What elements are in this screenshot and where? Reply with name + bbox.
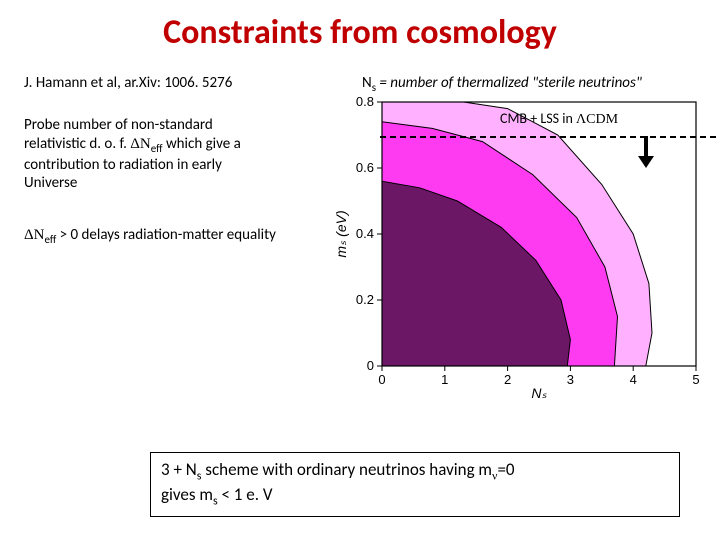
citation-text: J. Hamann et al, ar.Xiv: 1006. 5276 xyxy=(24,74,232,92)
eff-sub-2: eff xyxy=(44,233,56,246)
svg-text:4: 4 xyxy=(630,372,637,387)
bb-l2b: < 1 e. V xyxy=(218,484,273,505)
svg-text:0.6: 0.6 xyxy=(356,160,374,175)
probe-line3: contribution to radiation in early xyxy=(24,156,222,174)
svg-text:0: 0 xyxy=(378,372,385,387)
dashed-ref-line xyxy=(380,136,716,138)
svg-text:0.4: 0.4 xyxy=(356,226,374,241)
svg-text:1: 1 xyxy=(441,372,448,387)
delta-neff: ΔN xyxy=(130,136,150,152)
legend-lcdm: ΛCDM xyxy=(576,112,618,127)
probe-line1: Probe number of non-standard xyxy=(24,116,213,134)
svg-text:mₛ (eV): mₛ (eV) xyxy=(333,210,349,257)
ns-definition: Ns = number of thermalized "sterile neut… xyxy=(362,74,642,94)
ns-char: N xyxy=(362,74,372,92)
summary-box: 3 + Ns scheme with ordinary neutrinos ha… xyxy=(150,452,680,517)
chart-legend: CMB + LSS in ΛCDM xyxy=(500,110,618,128)
probe-line2a: relativistic d. o. f. xyxy=(24,135,130,153)
legend-prefix: CMB + LSS in xyxy=(500,110,576,127)
delay-rest: > 0 delays radiation-matter equality xyxy=(56,226,276,244)
svg-text:0: 0 xyxy=(367,358,374,373)
delta-neff-2: ΔN xyxy=(24,227,44,243)
eff-sub: eff xyxy=(151,142,163,155)
svg-text:0.8: 0.8 xyxy=(356,96,374,109)
ns-rest: = number of thermalized "sterile neutrin… xyxy=(376,74,642,92)
svg-text:Nₛ: Nₛ xyxy=(531,385,547,401)
probe-line4: Universe xyxy=(24,174,77,192)
svg-text:3: 3 xyxy=(567,372,574,387)
arrow-down-icon xyxy=(636,136,656,173)
probe-paragraph: Probe number of non-standard relativisti… xyxy=(24,116,324,193)
page-title: Constraints from cosmology xyxy=(0,0,720,65)
bb-l1c: =0 xyxy=(497,459,514,480)
svg-text:2: 2 xyxy=(504,372,511,387)
bb-l1b: scheme with ordinary neutrinos having m xyxy=(201,459,492,480)
svg-text:5: 5 xyxy=(692,372,699,387)
bb-l2a: gives m xyxy=(161,484,213,505)
delay-paragraph: ΔNeff > 0 delays radiation-matter equali… xyxy=(24,226,334,247)
svg-text:0.2: 0.2 xyxy=(356,292,374,307)
probe-line2b: which give a xyxy=(163,135,241,153)
bb-l1a: 3 + N xyxy=(161,459,197,480)
